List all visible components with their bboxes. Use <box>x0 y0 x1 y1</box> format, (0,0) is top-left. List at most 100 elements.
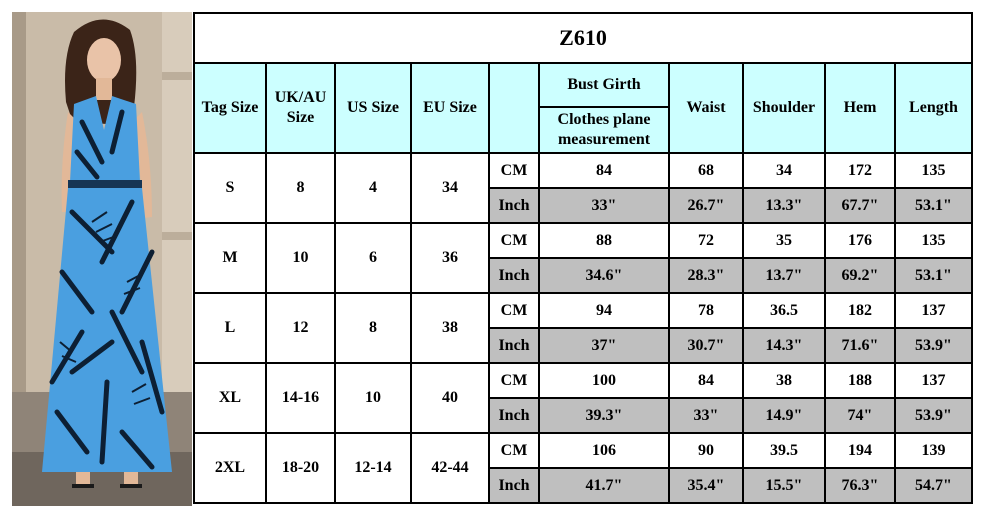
model-wearing-dress-image <box>12 12 192 506</box>
uk-au-size-cell: 12 <box>265 292 336 364</box>
us-size-cell: 6 <box>334 222 412 294</box>
size-row-inch: Inch 34.6" 28.3" 13.7" 69.2" 53.1" <box>194 257 973 294</box>
size-row-cm: L 12 8 38 CM 94 78 36.5 182 137 <box>193 292 973 364</box>
waist-inch-cell: 26.7" <box>668 187 744 224</box>
shoulder-inch-cell: 14.9" <box>742 397 826 434</box>
waist-cm-cell: 84 <box>668 362 744 399</box>
length-cm-cell: 135 <box>894 222 973 259</box>
length-cm-cell: 137 <box>894 292 973 329</box>
waist-inch-cell: 30.7" <box>668 327 744 364</box>
unit-inch-label: Inch <box>488 187 540 224</box>
hem-cm-cell: 172 <box>824 152 896 189</box>
shoulder-inch-cell: 13.7" <box>742 257 826 294</box>
tag-size-cell: L <box>193 292 267 364</box>
shoulder-cm-cell: 39.5 <box>742 432 826 469</box>
waist-inch-cell: 33" <box>668 397 744 434</box>
hem-cm-cell: 188 <box>824 362 896 399</box>
hem-inch-cell: 74" <box>824 397 896 434</box>
hem-inch-cell: 69.2" <box>824 257 896 294</box>
tag-size-cell: M <box>193 222 267 294</box>
unit-cm-label: CM <box>488 362 540 399</box>
tag-size-cell: XL <box>193 362 267 434</box>
hem-cm-cell: 182 <box>824 292 896 329</box>
uk-au-size-cell: 8 <box>265 152 336 224</box>
header-hem: Hem <box>824 62 896 154</box>
size-row-cm: S 8 4 34 CM 84 68 34 172 135 <box>193 152 973 224</box>
unit-cm-label: CM <box>488 152 540 189</box>
header-bust-note: Clothes plane measurement <box>538 106 670 154</box>
us-size-cell: 10 <box>334 362 412 434</box>
header-waist: Waist <box>668 62 744 154</box>
shoulder-inch-cell: 15.5" <box>742 467 826 504</box>
hem-cm-cell: 194 <box>824 432 896 469</box>
header-eu-size: EU Size <box>410 62 490 154</box>
bust-cm-cell: 88 <box>538 222 670 259</box>
header-us-size: US Size <box>334 62 412 154</box>
shoulder-cm-cell: 36.5 <box>742 292 826 329</box>
eu-size-cell: 36 <box>410 222 490 294</box>
uk-au-size-cell: 18-20 <box>265 432 336 504</box>
unit-inch-label: Inch <box>488 257 540 294</box>
us-size-cell: 4 <box>334 152 412 224</box>
header-shoulder: Shoulder <box>742 62 826 154</box>
header-uk-au-size: UK/AU Size <box>265 62 336 154</box>
length-inch-cell: 53.9" <box>894 397 973 434</box>
size-row-cm: M 10 6 36 CM 88 72 35 176 135 <box>193 222 973 294</box>
waist-cm-cell: 78 <box>668 292 744 329</box>
waist-cm-cell: 72 <box>668 222 744 259</box>
bust-inch-cell: 41.7" <box>538 467 670 504</box>
shoulder-inch-cell: 13.3" <box>742 187 826 224</box>
shoulder-cm-cell: 38 <box>742 362 826 399</box>
hem-inch-cell: 67.7" <box>824 187 896 224</box>
size-row-inch: Inch 41.7" 35.4" 15.5" 76.3" 54.7" <box>194 467 973 504</box>
eu-size-cell: 42-44 <box>410 432 490 504</box>
bust-inch-cell: 33" <box>538 187 670 224</box>
unit-cm-label: CM <box>488 432 540 469</box>
size-row-inch: Inch 39.3" 33" 14.9" 74" 53.9" <box>194 397 973 434</box>
length-cm-cell: 135 <box>894 152 973 189</box>
shoulder-inch-cell: 14.3" <box>742 327 826 364</box>
waist-cm-cell: 90 <box>668 432 744 469</box>
length-cm-cell: 137 <box>894 362 973 399</box>
length-inch-cell: 53.1" <box>894 257 973 294</box>
size-chart-table: Z610 Tag Size UK/AU Size US Size EU Size… <box>193 12 973 504</box>
us-size-cell: 12-14 <box>334 432 412 504</box>
waist-cm-cell: 68 <box>668 152 744 189</box>
size-row-cm: 2XL 18-20 12-14 42-44 CM 106 90 39.5 194 139 <box>193 432 973 504</box>
us-size-cell: 8 <box>334 292 412 364</box>
eu-size-cell: 38 <box>410 292 490 364</box>
header-length: Length <box>894 62 973 154</box>
bust-cm-cell: 94 <box>538 292 670 329</box>
unit-inch-label: Inch <box>488 467 540 504</box>
uk-au-size-cell: 14-16 <box>265 362 336 434</box>
length-cm-cell: 139 <box>894 432 973 469</box>
uk-au-size-cell: 10 <box>265 222 336 294</box>
bust-inch-cell: 37" <box>538 327 670 364</box>
hem-cm-cell: 176 <box>824 222 896 259</box>
length-inch-cell: 54.7" <box>894 467 973 504</box>
bust-cm-cell: 84 <box>538 152 670 189</box>
size-rows: S 8 4 34 CM 84 68 34 172 135 Inch 33" 26.7" 13.3" 67.7… <box>193 152 973 504</box>
eu-size-cell: 40 <box>410 362 490 434</box>
unit-cm-label: CM <box>488 292 540 329</box>
tag-size-cell: S <box>193 152 267 224</box>
shoulder-cm-cell: 34 <box>742 152 826 189</box>
bust-cm-cell: 100 <box>538 362 670 399</box>
eu-size-cell: 34 <box>410 152 490 224</box>
hem-inch-cell: 71.6" <box>824 327 896 364</box>
product-photo <box>12 12 192 506</box>
waist-inch-cell: 28.3" <box>668 257 744 294</box>
unit-inch-label: Inch <box>488 397 540 434</box>
length-inch-cell: 53.9" <box>894 327 973 364</box>
length-inch-cell: 53.1" <box>894 187 973 224</box>
bust-inch-cell: 34.6" <box>538 257 670 294</box>
model-code-title: Z610 <box>193 12 973 64</box>
shoulder-cm-cell: 35 <box>742 222 826 259</box>
unit-cm-label: CM <box>488 222 540 259</box>
bust-cm-cell: 106 <box>538 432 670 469</box>
tag-size-cell: 2XL <box>193 432 267 504</box>
header-unit <box>488 62 540 154</box>
bust-inch-cell: 39.3" <box>538 397 670 434</box>
header-bust-girth: Bust Girth <box>538 62 670 108</box>
size-row-inch: Inch 37" 30.7" 14.3" 71.6" 53.9" <box>194 327 973 364</box>
